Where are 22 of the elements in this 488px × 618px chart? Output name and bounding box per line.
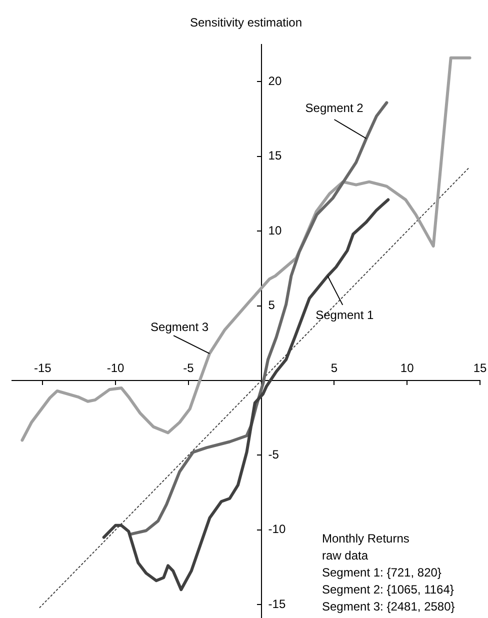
- y-tick-label: 10: [268, 223, 282, 238]
- x-tick-label: -5: [183, 360, 194, 375]
- y-tick-label: -5: [268, 447, 280, 462]
- y-tick-label: -15: [268, 596, 286, 611]
- chart-title: Sensitivity estimation: [190, 16, 302, 30]
- x-tick-label: 5: [330, 360, 338, 375]
- y-tick-label: 15: [268, 148, 282, 163]
- x-tick-label: -15: [34, 360, 52, 375]
- series-label: Segment 3: [150, 320, 209, 334]
- y-tick-label: 5: [268, 298, 276, 312]
- y-tick-label: 20: [268, 74, 282, 88]
- series-label: Segment 2: [305, 100, 364, 115]
- annotation: raw data: [322, 548, 368, 562]
- annotation: Segment 3: {2481, 2580}: [322, 599, 455, 614]
- y-tick-label: -10: [268, 522, 286, 536]
- x-tick-label: 15: [473, 360, 487, 375]
- annotation: Monthly Returns: [322, 531, 410, 546]
- annotation: Segment 1: {721, 820}: [322, 565, 442, 580]
- x-tick-label: 10: [400, 360, 414, 375]
- series-label: Segment 1: [316, 308, 374, 322]
- annotation: Segment 2: {1065, 1164}: [322, 582, 454, 596]
- x-tick-label: -10: [106, 360, 125, 375]
